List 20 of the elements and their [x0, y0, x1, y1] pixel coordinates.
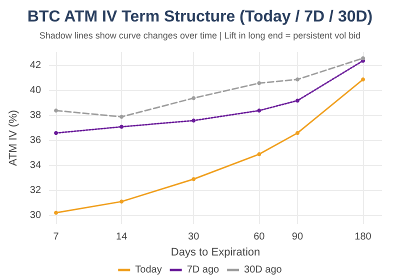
chart-subtitle: Shadow lines show curve changes over time | Lift in long end = persistent vol bid [39, 30, 361, 40]
y-tick-label: 40 [30, 85, 42, 96]
x-tick-label: 60 [254, 232, 266, 242]
y-tick-label: 38 [30, 110, 42, 122]
x-axis-title: Days to Expiration [170, 246, 260, 258]
legend-label: 30D ago [244, 264, 282, 276]
y-tick-label: 36 [30, 134, 42, 146]
y-tick-label: 30 [30, 210, 42, 221]
x-tick-label: 30 [188, 232, 200, 242]
x-tick-label: 90 [292, 232, 304, 242]
y-axis-title: ATM IV (%) [8, 110, 20, 166]
x-tick-label: 180 [354, 232, 372, 242]
chart-title: BTC ATM IV Term Structure (Today / 7D / 30D) [27, 8, 373, 26]
x-tick-label: 14 [116, 232, 128, 242]
legend-label: 7D ago [186, 264, 220, 276]
y-tick-label: 34 [30, 160, 42, 171]
x-tick-label: 7 [53, 232, 60, 242]
y-tick-label: 32 [30, 184, 42, 196]
legend-label: Today [135, 264, 162, 276]
y-tick-label: 42 [30, 60, 42, 72]
